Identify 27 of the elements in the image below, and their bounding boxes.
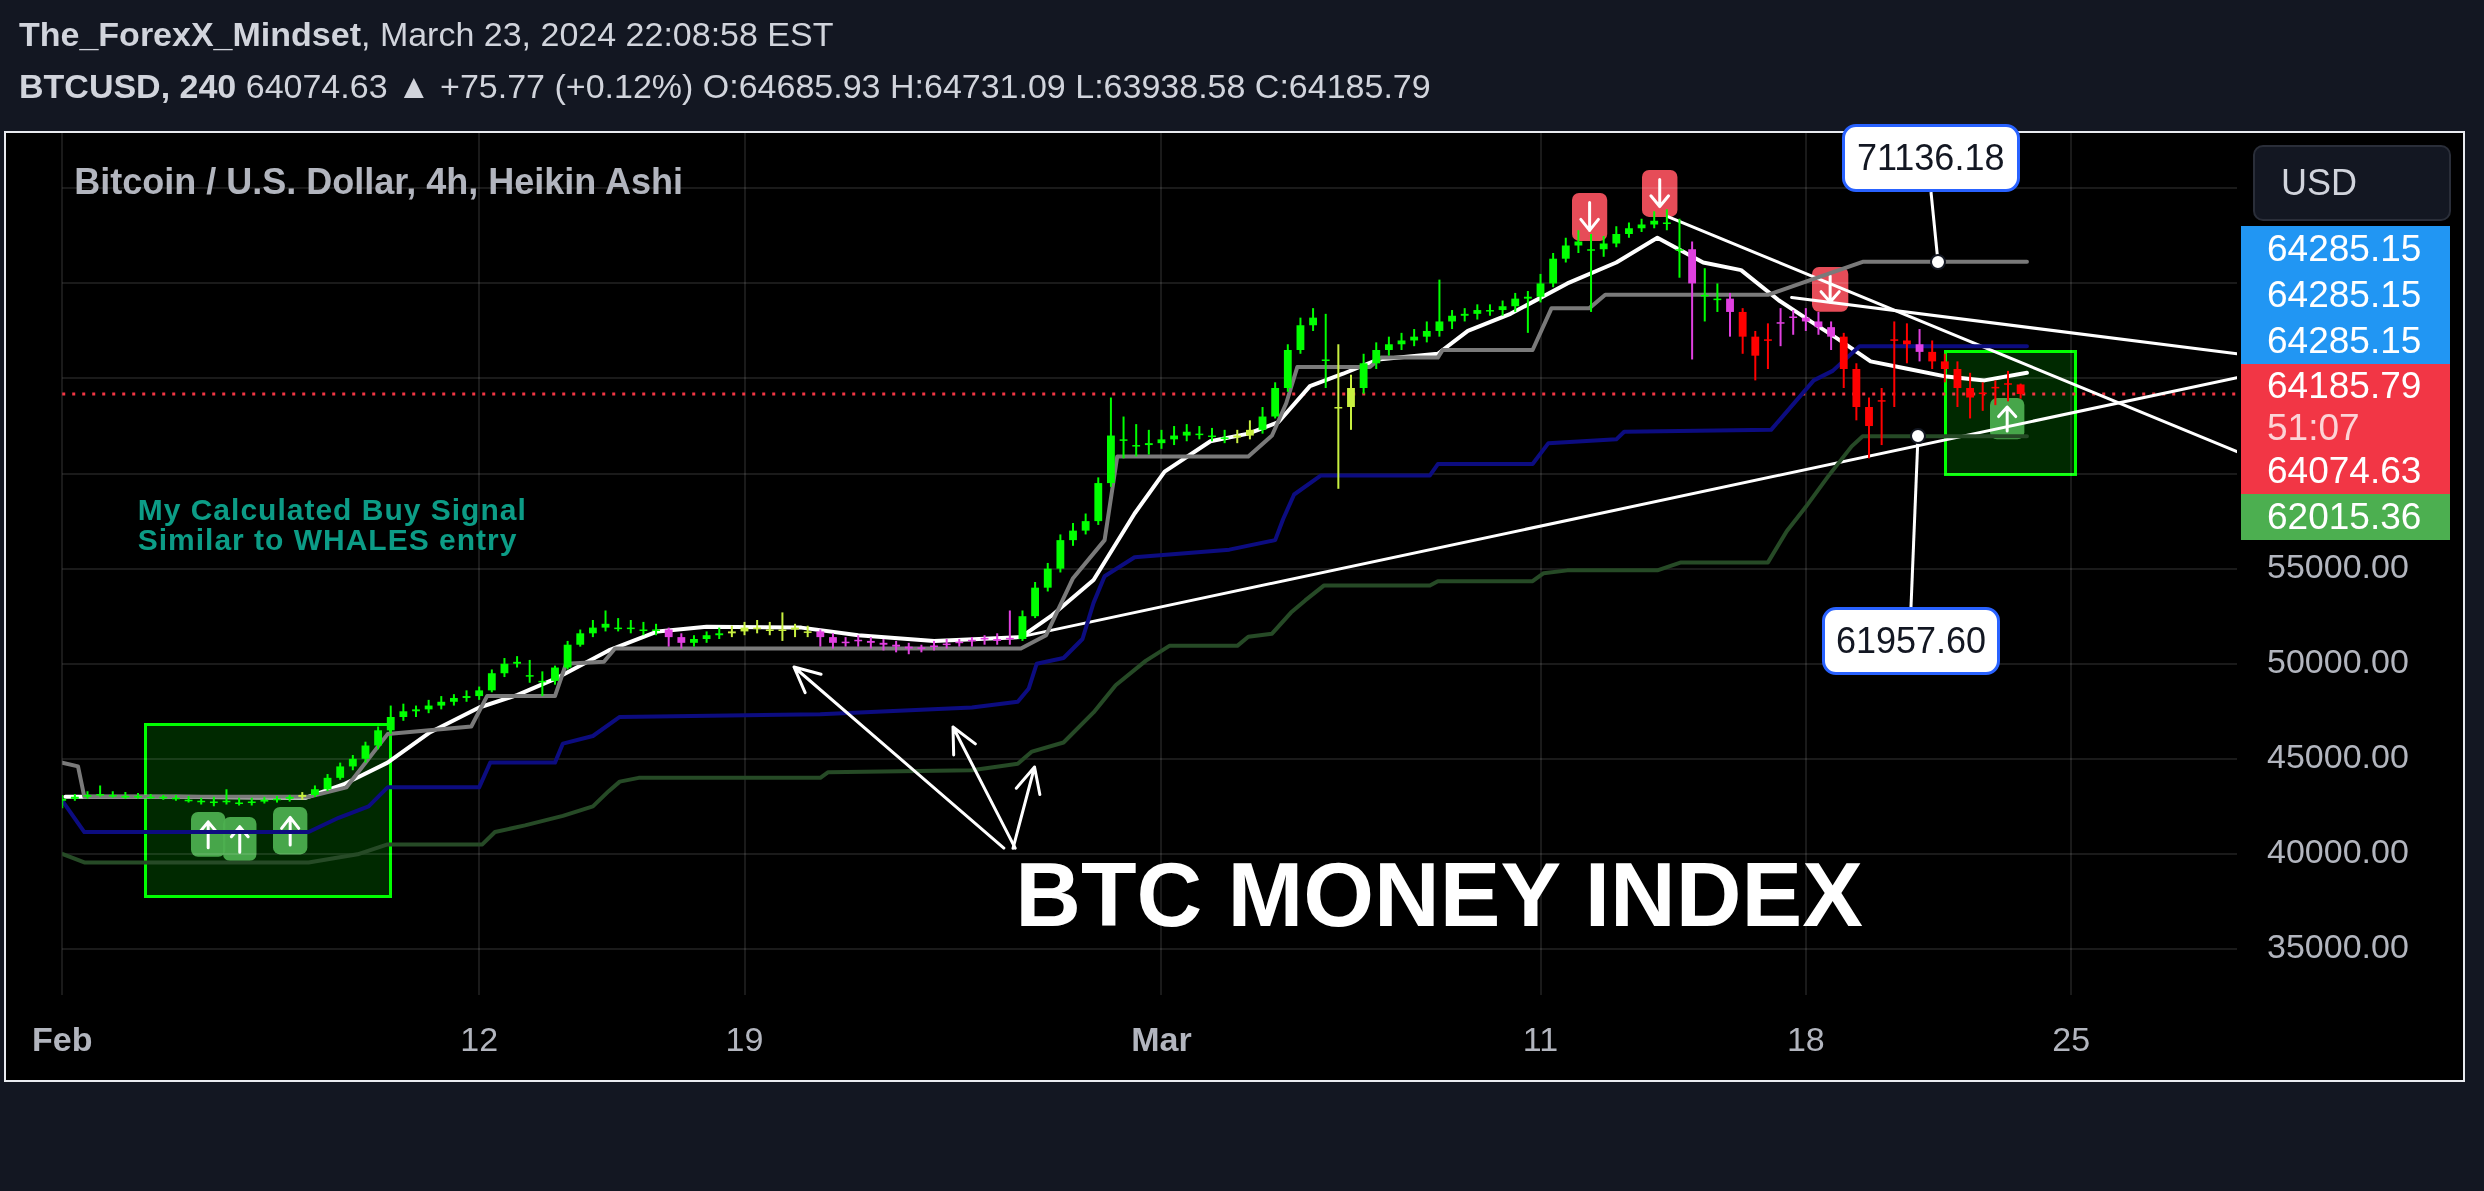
annotation: 71136.18: [1841, 123, 2020, 192]
x-tick-label: Feb: [32, 1019, 93, 1058]
annotation: 61957.60: [1821, 607, 2000, 676]
text: The_ForexX_Mindset, March 23, 2024 22:08:58 EST: [19, 15, 834, 53]
text: 64285.15: [2241, 318, 2450, 364]
x-tick-label: 25: [2052, 1019, 2091, 1058]
x-tick-label: Mar: [1131, 1019, 1192, 1058]
y-tick-label: 55000.00: [2267, 547, 2409, 586]
text: 62015.36: [2241, 494, 2450, 540]
y-axis-title: USD: [2253, 145, 2451, 221]
y-tick-label: 35000.00: [2267, 927, 2409, 966]
text: 64074.63: [2241, 448, 2450, 494]
text: Bitcoin / U.S. Dollar, 4h, Heikin Ashi: [74, 161, 684, 203]
ref-line-label: 64185.79: [2241, 364, 2450, 408]
y-tick-label: 40000.00: [2267, 832, 2409, 871]
chart-subtitle: BTCUSD, 240 64074.63 ▲ +75.77 (+0.12%) O:64685.93 H:64731.09 L:63938.58 C:64185.79: [19, 67, 1431, 105]
text: 64285.15: [2241, 226, 2450, 272]
annotation: My Calculated Buy Signal: [137, 493, 527, 527]
y-tick-label: 50000.00: [2267, 642, 2409, 681]
annotation: BTC MONEY INDEX: [1015, 844, 1863, 946]
x-tick-label: 18: [1786, 1019, 1825, 1058]
text: 51:07: [2241, 407, 2450, 448]
x-tick-label: 12: [460, 1019, 499, 1058]
x-tick-label: 19: [725, 1019, 764, 1058]
text: 64285.15: [2241, 272, 2450, 318]
x-tick-label: 11: [1522, 1019, 1559, 1058]
y-tick-label: 45000.00: [2267, 737, 2409, 776]
